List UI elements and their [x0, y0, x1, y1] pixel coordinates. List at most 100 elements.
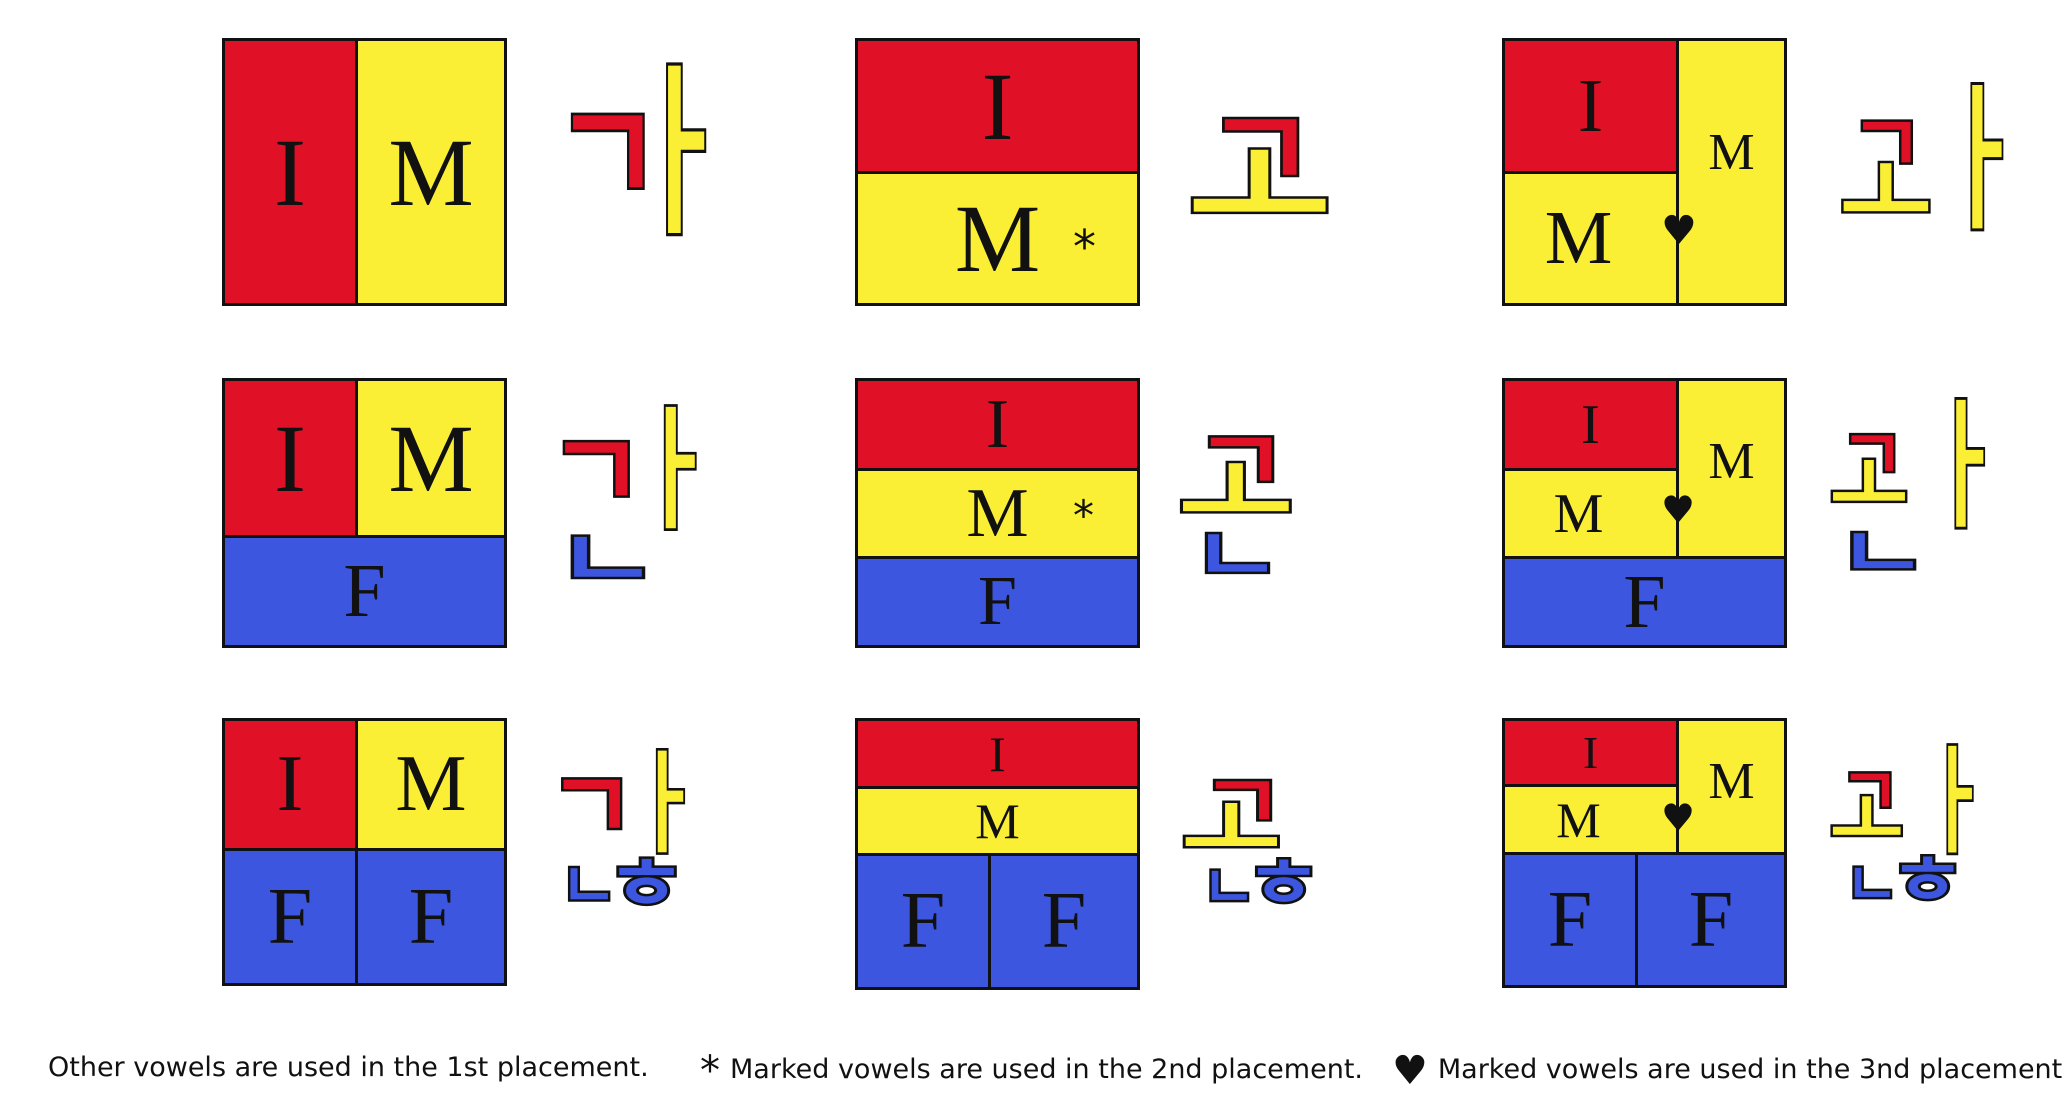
initial-jamo-giyeok: ㄱ [1848, 98, 1927, 191]
final-block: F [858, 559, 1137, 645]
initial-block: I [1505, 41, 1679, 174]
medial-label: M [1708, 123, 1755, 181]
medial-label: M [966, 474, 1029, 552]
note-second-text: Marked vowels are used in the 2nd placem… [730, 1054, 1363, 1085]
final-block-second: F [358, 851, 504, 983]
placement-diagram-initial-medial-stacked: I M * [855, 38, 1140, 306]
medial-block: M [858, 174, 1137, 303]
placement-diagram-initial-medial-double-final-stacked: I M F F [855, 718, 1140, 990]
placement-diagram-initial-medial-compound-final: I M M F ♥ [1502, 378, 1787, 648]
final-label: F [267, 872, 313, 961]
medial-label: M [388, 118, 474, 226]
medial-jamo-a: ㅏ [624, 48, 731, 261]
initial-block: I [225, 381, 358, 538]
final-label: F [978, 563, 1017, 640]
initial-jamo-giyeok: ㄱ [552, 71, 664, 239]
final-label: F [1547, 875, 1593, 964]
initial-jamo-giyeok: ㄱ [545, 752, 637, 862]
initial-label: I [274, 404, 306, 512]
medial-label: M [395, 740, 467, 828]
medial-label: M [1708, 432, 1755, 490]
example-syllable-gon: ㄱ ㅗ ㄴ [1175, 413, 1360, 596]
placement-diagram-initial-medial-side: I M [222, 38, 507, 306]
medial-block-side: M [1679, 381, 1784, 559]
medial-jamo-a: ㅏ [1923, 387, 2004, 548]
placement-diagram-initial-medial-final: I M F [222, 378, 507, 648]
placement-diagram-initial-medial-compound: I M M ♥ [1502, 38, 1787, 306]
initial-jamo-giyeok: ㄱ [1198, 758, 1287, 846]
medial-block-lower: M [1505, 471, 1679, 559]
medial-block-side: M [1679, 721, 1784, 855]
example-syllable-gwa: ㄱ ㅗ ㅏ [1838, 79, 2024, 265]
third-placement-marker: ♥ [1661, 488, 1696, 532]
final-label: F [408, 872, 454, 961]
example-syllable-gwan: ㄱ ㅗ ㅏ ㄴ [1827, 396, 2010, 594]
medial-label: M [1708, 753, 1755, 810]
medial-block-lower: M [1505, 174, 1679, 303]
medial-label: M [1553, 482, 1604, 545]
initial-label: I [1577, 63, 1604, 148]
medial-block-side: M [1679, 41, 1784, 303]
final-block-first: F [1505, 855, 1638, 985]
note-third-text: Marked vowels are used in the 3nd placem… [1437, 1054, 2064, 1085]
medial-jamo-o: ㅗ [1185, 114, 1335, 266]
initial-jamo-giyeok: ㄱ [1837, 414, 1906, 496]
initial-label: I [276, 740, 304, 828]
initial-label: I [985, 385, 1010, 463]
initial-block: I [1505, 381, 1679, 471]
final-label: F [900, 877, 946, 965]
medial-jamo-o: ㅗ [1838, 136, 1935, 253]
third-placement-marker: ♥ [1661, 796, 1696, 840]
example-syllable-go: ㄱ ㅗ [1185, 86, 1360, 258]
note-second-placement: * Marked vowels are used in the 2nd place… [700, 1048, 1363, 1094]
initial-block: I [225, 721, 358, 851]
initial-label: I [981, 52, 1014, 160]
final-block: F [1505, 559, 1784, 645]
final-jamo-nieun: ㄴ [557, 849, 619, 922]
second-placement-marker: * [1073, 491, 1094, 540]
medial-block-lower: M [1505, 787, 1679, 855]
initial-jamo-giyeok: ㄱ [1838, 755, 1903, 830]
final-label: F [343, 549, 386, 633]
medial-block: M [358, 381, 504, 538]
example-syllable-gan: ㄱ ㅏ ㄴ [546, 403, 718, 606]
medial-jamo-o: ㅗ [1175, 436, 1296, 553]
placement-diagram-initial-medial-double-final: I M F F [222, 718, 507, 986]
initial-label: I [1582, 727, 1599, 778]
note-first-text: Other vowels are used in the 1st placeme… [48, 1052, 649, 1083]
final-label: F [1041, 877, 1087, 965]
initial-block: I [858, 41, 1137, 174]
placement-diagram-initial-medial-final-stacked: I M F * [855, 378, 1140, 648]
medial-jamo-a: ㅏ [626, 739, 702, 869]
medial-jamo-a: ㅏ [630, 395, 717, 548]
final-jamo-nieun: ㄴ [552, 513, 662, 606]
initial-jamo-giyeok: ㄱ [1202, 86, 1319, 214]
final-block-second: F [991, 856, 1137, 987]
final-block-second: F [1638, 855, 1784, 985]
asterisk-icon: * [700, 1048, 720, 1094]
medial-block: M [858, 789, 1137, 856]
third-placement-marker: ♥ [1661, 208, 1697, 254]
medial-block: M [358, 41, 504, 303]
initial-jamo-giyeok: ㄱ [1191, 413, 1291, 512]
note-third-placement: ♥ Marked vowels are used in the 3nd place… [1392, 1048, 2064, 1094]
final-jamo-hieut: ㅎ [1243, 845, 1324, 924]
final-jamo-nieun: ㄴ [1834, 512, 1931, 594]
medial-jamo-o: ㅗ [1179, 779, 1284, 884]
initial-label: I [989, 725, 1006, 782]
initial-block: I [858, 381, 1137, 471]
medial-block: M [358, 721, 504, 851]
initial-block: I [225, 41, 358, 303]
final-jamo-hieut: ㅎ [603, 842, 689, 926]
initial-label: I [274, 118, 306, 226]
initial-jamo-giyeok: ㄱ [546, 411, 648, 533]
final-block-first: F [225, 851, 358, 983]
final-jamo-hieut: ㅎ [1887, 842, 1968, 921]
example-syllable-gwang: ㄱ ㅗ ㅏ ㄴ ㅎ [1828, 741, 2010, 940]
second-placement-marker: * [1073, 220, 1096, 274]
medial-label: M [388, 404, 474, 512]
note-first-placement: Other vowels are used in the 1st placeme… [48, 1052, 649, 1083]
medial-jamo-a: ㅏ [1919, 734, 1990, 870]
medial-jamo-o: ㅗ [1827, 438, 1910, 537]
final-block-first: F [858, 856, 991, 987]
